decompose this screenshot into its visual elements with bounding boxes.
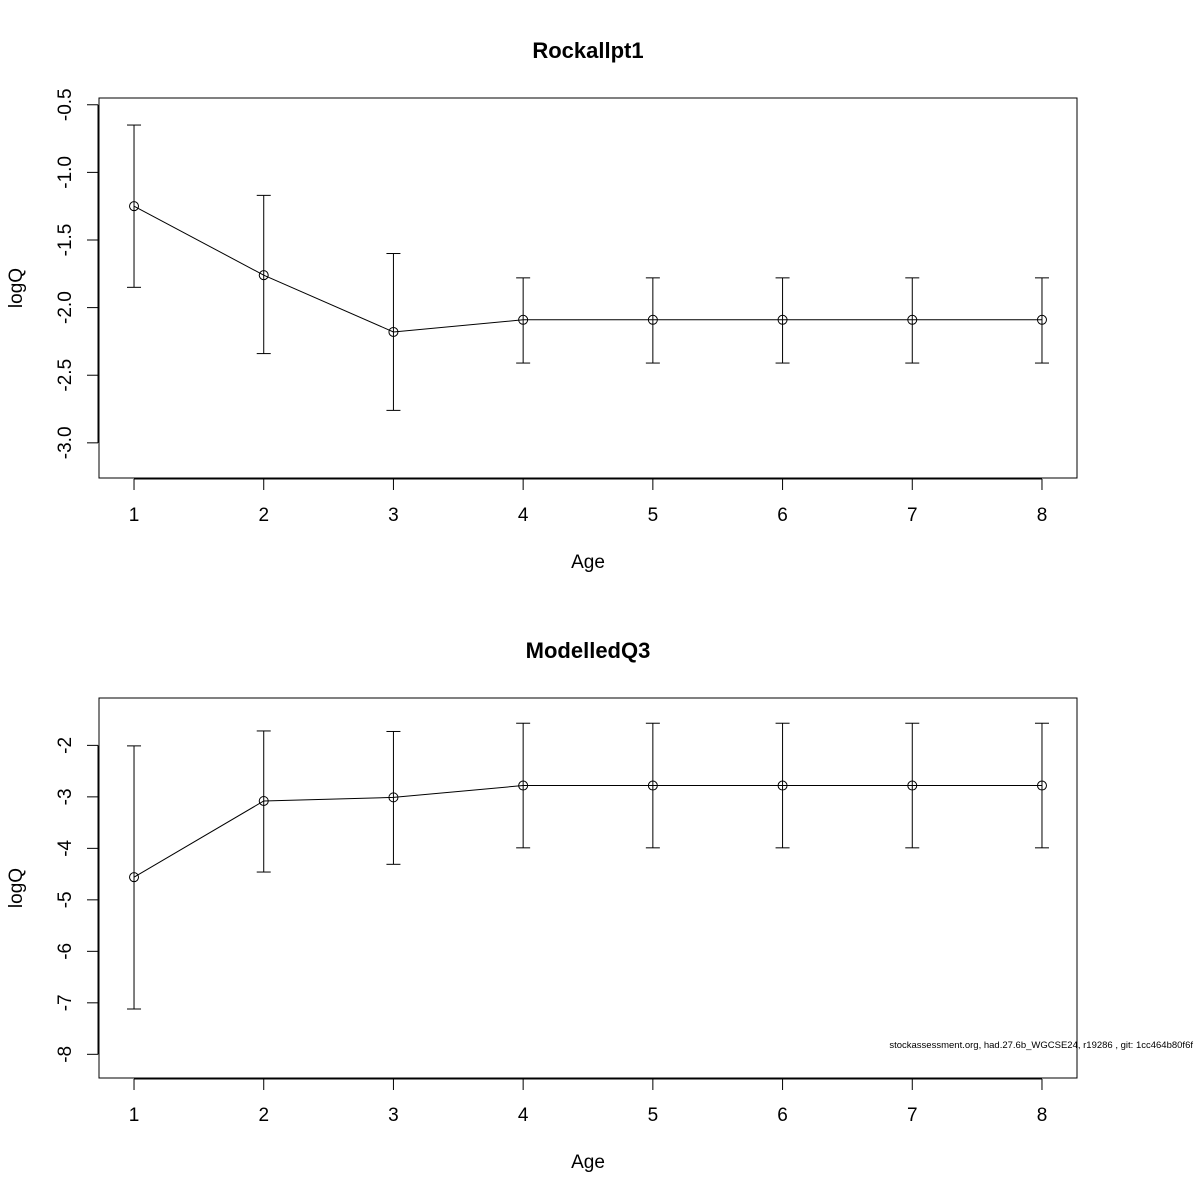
x-tick-label: 4 [518, 1105, 529, 1126]
data-point [258, 270, 269, 281]
data-point [777, 780, 788, 791]
y-tick-label: -4 [55, 839, 76, 856]
y-tick-label: -3 [55, 788, 76, 805]
x-tick-label: 6 [777, 1105, 788, 1126]
x-tick-label: 3 [388, 1105, 399, 1126]
data-point [518, 780, 529, 791]
y-tick-label: -3.0 [55, 426, 76, 459]
x-tick-label: 8 [1037, 1105, 1048, 1126]
x-tick-label: 8 [1037, 505, 1048, 526]
data-point [647, 780, 658, 791]
data-point [907, 780, 918, 791]
x-tick-label: 3 [388, 505, 399, 526]
plot-marks [127, 124, 1049, 411]
x-axis-title: Age [571, 1152, 605, 1173]
chart-title: ModelledQ3 [526, 638, 651, 663]
y-tick-label: -5 [55, 891, 76, 908]
panel-bottom: ModelledQ3 1 2 3 4 5 6 7 8 -8 -7 -6 -5 -4 -3 -2 Age l… [6, 638, 1078, 1173]
footnote: stockassessment.org, had.27.6b_WGCSE24, … [889, 1040, 1193, 1051]
chart-title: Rockallpt1 [532, 38, 643, 63]
data-point [907, 314, 918, 325]
data-point [129, 201, 140, 212]
x-tick-label: 4 [518, 505, 529, 526]
plot-frame [98, 697, 1078, 1079]
y-axis: -8 -7 -6 -5 -4 -3 -2 [55, 737, 99, 1063]
data-point [258, 795, 269, 806]
data-point [388, 792, 399, 803]
x-tick-label: 1 [129, 1105, 140, 1126]
y-tick-label: -1.5 [55, 224, 76, 257]
series-line [133, 205, 1042, 333]
x-tick-label: 1 [129, 505, 140, 526]
y-axis-title: logQ [6, 868, 27, 908]
data-point [647, 314, 658, 325]
plot-marks [127, 722, 1049, 1010]
x-tick-label: 7 [907, 1105, 918, 1126]
x-axis-title: Age [571, 552, 605, 573]
y-tick-label: -2.5 [55, 359, 76, 392]
x-tick-label: 5 [648, 1105, 659, 1126]
y-tick-label: -2 [55, 737, 76, 754]
y-tick-label: -6 [55, 943, 76, 960]
data-point [388, 326, 399, 337]
data-point [1036, 780, 1047, 791]
series-line [133, 785, 1042, 878]
x-tick-label: 2 [258, 1105, 269, 1126]
y-tick-label: -2.0 [55, 291, 76, 324]
data-point [129, 872, 140, 883]
plot-frame [98, 97, 1078, 479]
data-point [518, 314, 529, 325]
x-axis: 1 2 3 4 5 6 7 8 [129, 478, 1048, 526]
y-axis-title: logQ [6, 268, 27, 308]
y-tick-label: -8 [55, 1046, 76, 1063]
x-axis: 1 2 3 4 5 6 7 8 [129, 1078, 1048, 1126]
x-tick-label: 7 [907, 505, 918, 526]
panel-top: Rockallpt1 1 2 3 4 5 6 7 8 -3.0 -2.5 -2.0 -1.5 -1.0… [6, 38, 1078, 573]
y-tick-label: -0.5 [55, 88, 76, 121]
y-axis: -3.0 -2.5 -2.0 -1.5 -1.0 -0.5 [55, 88, 99, 459]
data-point [777, 314, 788, 325]
y-tick-label: -7 [55, 994, 76, 1011]
x-tick-label: 2 [258, 505, 269, 526]
x-tick-label: 6 [777, 505, 788, 526]
x-tick-label: 5 [648, 505, 659, 526]
y-tick-label: -1.0 [55, 156, 76, 189]
data-point [1036, 314, 1047, 325]
